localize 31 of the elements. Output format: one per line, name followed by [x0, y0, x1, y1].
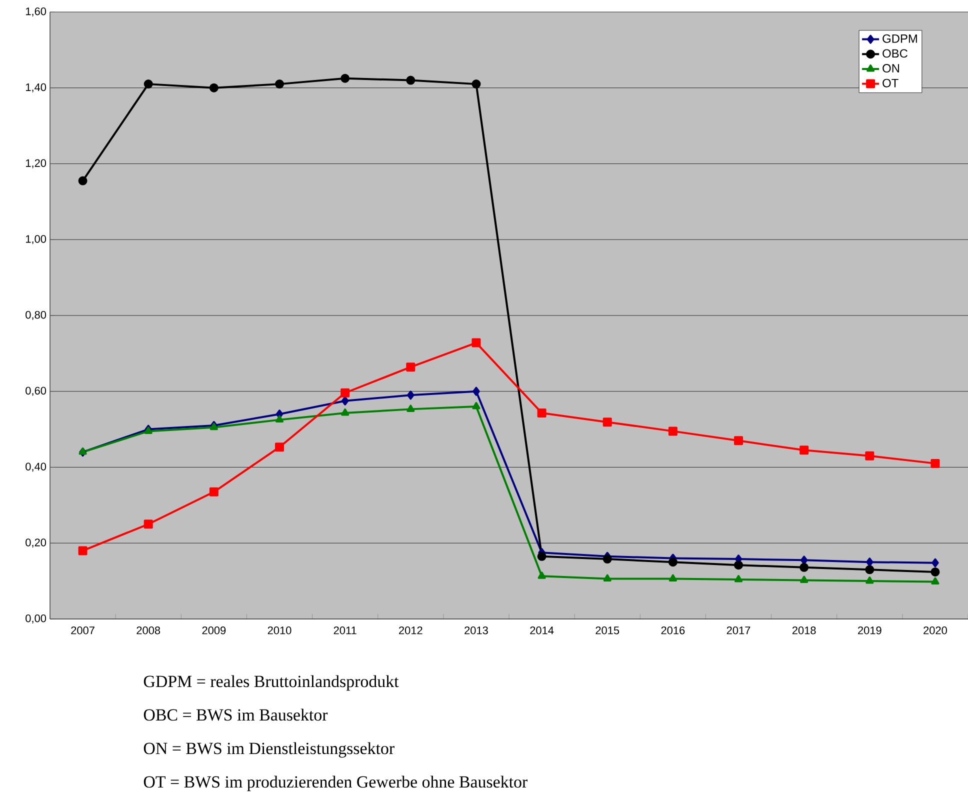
y-tick-label: 0,20	[26, 538, 46, 548]
y-tick-label: 0,40	[26, 462, 46, 472]
x-tick-label: 2013	[464, 626, 488, 634]
legend-label: OT	[882, 78, 898, 88]
x-tick-label: 2016	[661, 626, 685, 634]
x-tick-label: 2019	[858, 626, 882, 634]
x-tick-label: 2020	[924, 626, 947, 634]
text: ON = BWS im Dienstleistungssektor	[144, 742, 394, 758]
x-tick-label: 2007	[71, 626, 94, 634]
x-tick-label: 2015	[596, 626, 620, 634]
x-tick-label: 2014	[530, 626, 554, 634]
x-tick-label: 2012	[399, 626, 422, 634]
legend-label: ON	[882, 64, 900, 72]
y-tick-label: 1,20	[26, 159, 46, 168]
y-tick-label: 0,00	[26, 614, 46, 624]
legend-label: OBC	[882, 49, 908, 58]
y-tick-label: 0,60	[26, 386, 46, 396]
legend-label: GDPM	[882, 34, 917, 43]
x-tick-label: 2011	[334, 626, 356, 634]
x-tick-label: 2018	[792, 626, 816, 634]
y-tick-label: 1,00	[26, 235, 46, 244]
x-tick-label: 2017	[726, 626, 750, 634]
text: GDPM = reales Bruttoinlandsprodukt	[144, 675, 399, 691]
y-tick-label: 1,60	[26, 7, 46, 17]
x-tick-label: 2008	[136, 626, 160, 634]
text: OBC = BWS im Bausektor	[144, 708, 328, 721]
text: OT = BWS im produzierenden Gewerbe ohne Bausektor	[144, 776, 528, 792]
y-tick-label: 1,40	[26, 83, 46, 92]
y-tick-label: 0,80	[26, 310, 46, 320]
x-tick-label: 2009	[202, 626, 226, 634]
x-tick-label: 2010	[268, 626, 292, 634]
